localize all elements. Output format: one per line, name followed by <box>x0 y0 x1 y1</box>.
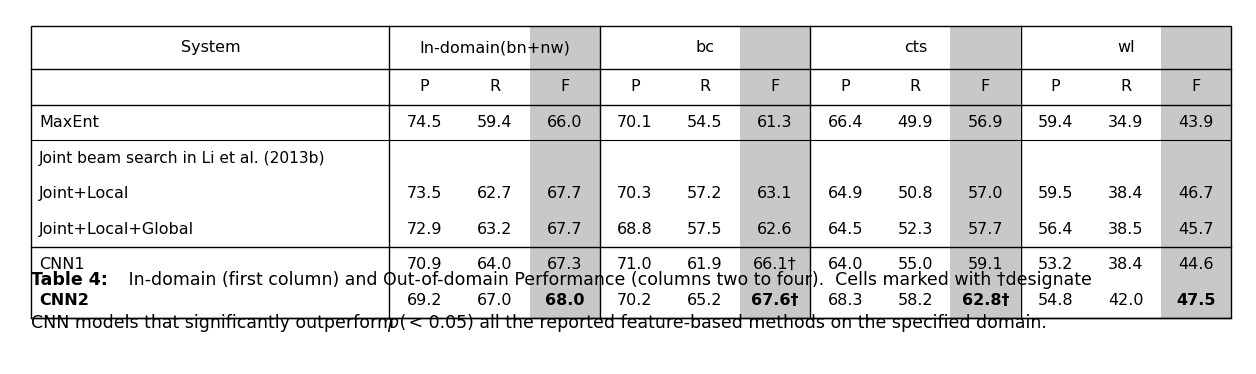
Text: System: System <box>181 40 240 55</box>
Text: 34.9: 34.9 <box>1108 115 1143 130</box>
Text: MaxEnt: MaxEnt <box>39 115 99 130</box>
Text: 65.2: 65.2 <box>687 292 722 308</box>
Text: P: P <box>420 79 430 95</box>
Text: 67.7: 67.7 <box>546 221 583 237</box>
Text: 70.3: 70.3 <box>617 186 652 201</box>
Text: wl: wl <box>1117 40 1134 55</box>
Text: 59.4: 59.4 <box>477 115 512 130</box>
Text: Joint beam search in Li et al. (2013b): Joint beam search in Li et al. (2013b) <box>39 150 325 166</box>
Text: P: P <box>631 79 639 95</box>
Bar <box>951 26 1020 318</box>
Text: 38.4: 38.4 <box>1108 186 1143 201</box>
Text: R: R <box>489 79 500 95</box>
Text: 64.0: 64.0 <box>828 257 863 272</box>
Text: 59.4: 59.4 <box>1037 115 1074 130</box>
Text: 49.9: 49.9 <box>898 115 933 130</box>
Text: 58.2: 58.2 <box>898 292 933 308</box>
Text: CNN models that significantly outperform (: CNN models that significantly outperform… <box>31 314 407 332</box>
Text: 63.1: 63.1 <box>757 186 793 201</box>
Text: 55.0: 55.0 <box>898 257 933 272</box>
Text: 67.6†: 67.6† <box>751 292 799 308</box>
Text: In-domain (first column) and Out-of-domain Performance (columns two to four).  C: In-domain (first column) and Out-of-doma… <box>123 271 1091 289</box>
Text: 61.9: 61.9 <box>687 257 722 272</box>
Text: R: R <box>909 79 921 95</box>
Text: 43.9: 43.9 <box>1178 115 1213 130</box>
Text: cts: cts <box>903 40 927 55</box>
Text: Table 4:: Table 4: <box>31 271 108 289</box>
Text: 64.9: 64.9 <box>828 186 863 201</box>
Text: 46.7: 46.7 <box>1178 186 1213 201</box>
Text: R: R <box>700 79 711 95</box>
Text: 54.8: 54.8 <box>1037 292 1074 308</box>
Text: Joint+Local: Joint+Local <box>39 186 129 201</box>
Text: 38.5: 38.5 <box>1108 221 1143 237</box>
Text: 53.2: 53.2 <box>1037 257 1073 272</box>
Text: 68.3: 68.3 <box>828 292 863 308</box>
Text: 59.5: 59.5 <box>1037 186 1074 201</box>
Text: 67.7: 67.7 <box>546 186 583 201</box>
Text: 45.7: 45.7 <box>1178 221 1213 237</box>
Bar <box>530 26 600 318</box>
Text: P: P <box>1051 79 1060 95</box>
Text: F: F <box>560 79 569 95</box>
Text: 42.0: 42.0 <box>1108 292 1143 308</box>
Text: CNN2: CNN2 <box>39 292 89 308</box>
Bar <box>740 26 810 318</box>
Text: F: F <box>981 79 990 95</box>
Text: 70.2: 70.2 <box>617 292 653 308</box>
Text: < 0.05) all the reported feature-based methods on the specified domain.: < 0.05) all the reported feature-based m… <box>403 314 1048 332</box>
Text: 66.0: 66.0 <box>546 115 583 130</box>
Text: 62.7: 62.7 <box>477 186 512 201</box>
Text: F: F <box>1191 79 1201 95</box>
Text: P: P <box>840 79 850 95</box>
Text: 63.2: 63.2 <box>477 221 512 237</box>
Text: 70.1: 70.1 <box>617 115 653 130</box>
Text: 52.3: 52.3 <box>898 221 933 237</box>
Text: 59.1: 59.1 <box>967 257 1004 272</box>
Text: 57.7: 57.7 <box>967 221 1004 237</box>
Text: 64.5: 64.5 <box>828 221 863 237</box>
Text: 62.6: 62.6 <box>757 221 793 237</box>
Text: 74.5: 74.5 <box>407 115 442 130</box>
Text: 66.4: 66.4 <box>828 115 863 130</box>
Text: 67.0: 67.0 <box>477 292 512 308</box>
Text: 73.5: 73.5 <box>407 186 442 201</box>
Text: In-domain(bn+nw): In-domain(bn+nw) <box>420 40 570 55</box>
Text: CNN1: CNN1 <box>39 257 84 272</box>
Text: 50.8: 50.8 <box>898 186 933 201</box>
Text: 67.3: 67.3 <box>548 257 583 272</box>
Text: 57.2: 57.2 <box>687 186 722 201</box>
Text: 68.0: 68.0 <box>545 292 584 308</box>
Text: 72.9: 72.9 <box>407 221 442 237</box>
Bar <box>1161 26 1231 318</box>
Text: F: F <box>770 79 780 95</box>
Text: 68.8: 68.8 <box>617 221 653 237</box>
Text: 70.9: 70.9 <box>407 257 442 272</box>
Text: p: p <box>387 314 398 332</box>
Text: 69.2: 69.2 <box>407 292 442 308</box>
Text: 56.4: 56.4 <box>1037 221 1074 237</box>
Text: 47.5: 47.5 <box>1176 292 1216 308</box>
Text: 71.0: 71.0 <box>617 257 653 272</box>
Text: R: R <box>1120 79 1132 95</box>
Text: bc: bc <box>696 40 715 55</box>
Text: 56.9: 56.9 <box>967 115 1004 130</box>
Text: 62.8†: 62.8† <box>962 292 1009 308</box>
Text: 38.4: 38.4 <box>1108 257 1143 272</box>
Text: 57.0: 57.0 <box>967 186 1004 201</box>
Bar <box>31 26 1231 318</box>
Text: 64.0: 64.0 <box>477 257 512 272</box>
Text: 57.5: 57.5 <box>687 221 722 237</box>
Text: 44.6: 44.6 <box>1178 257 1213 272</box>
Text: 54.5: 54.5 <box>687 115 722 130</box>
Text: 61.3: 61.3 <box>757 115 793 130</box>
Text: 66.1†: 66.1† <box>754 257 796 272</box>
Text: Joint+Local+Global: Joint+Local+Global <box>39 221 195 237</box>
